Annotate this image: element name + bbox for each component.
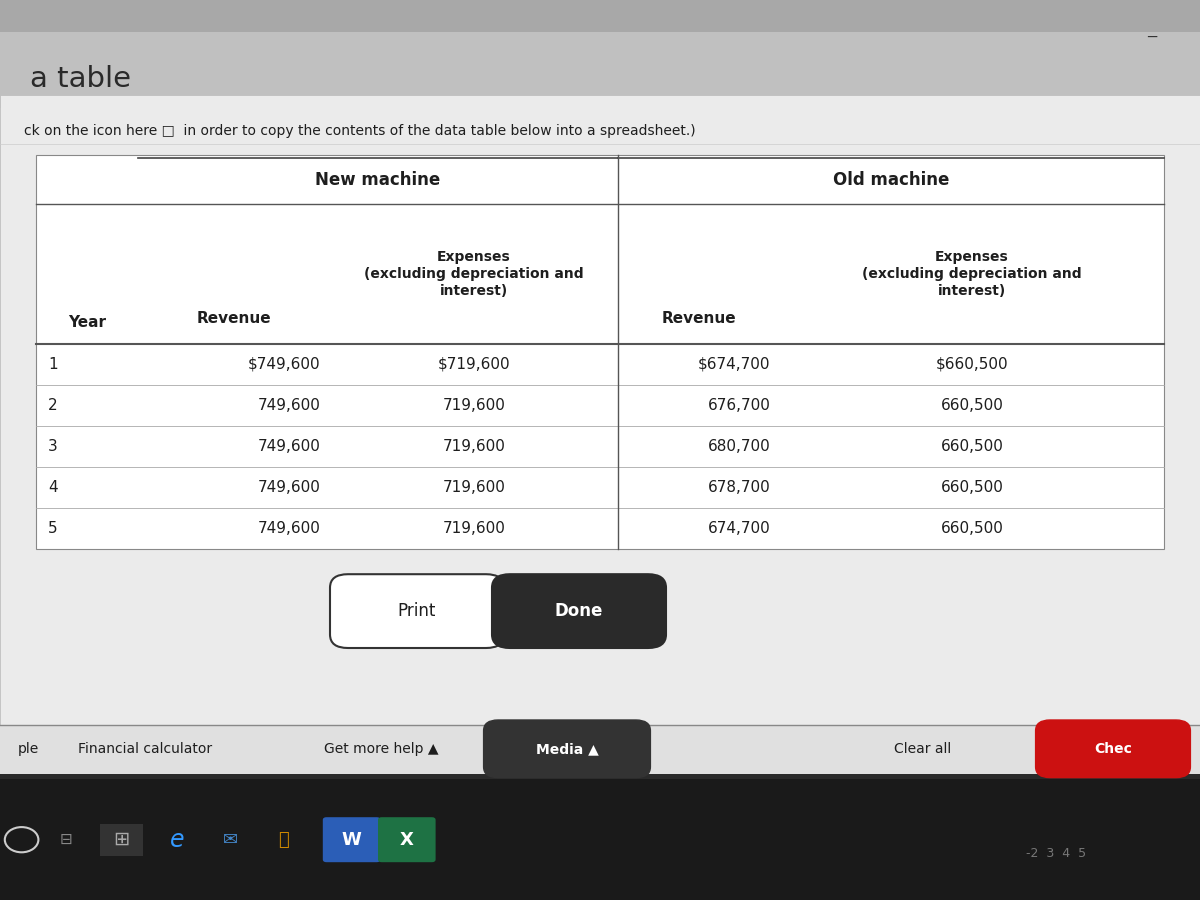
Text: 749,600: 749,600 <box>258 521 320 536</box>
Text: Expenses
(excluding depreciation and
interest): Expenses (excluding depreciation and int… <box>862 250 1082 299</box>
Text: 719,600: 719,600 <box>443 480 505 495</box>
Text: $719,600: $719,600 <box>438 356 510 372</box>
Text: 🗂: 🗂 <box>278 831 288 849</box>
Text: 749,600: 749,600 <box>258 398 320 413</box>
Text: Revenue: Revenue <box>661 310 737 326</box>
Text: Get more help ▲: Get more help ▲ <box>324 742 438 756</box>
Text: -2  3  4  5: -2 3 4 5 <box>1026 847 1086 860</box>
Text: ⊞: ⊞ <box>113 830 130 850</box>
Text: 680,700: 680,700 <box>708 439 770 454</box>
Text: Revenue: Revenue <box>197 310 271 326</box>
Text: 749,600: 749,600 <box>258 480 320 495</box>
Text: Done: Done <box>554 602 604 620</box>
Text: Media ▲: Media ▲ <box>535 742 599 756</box>
Text: New machine: New machine <box>316 171 440 188</box>
Text: 660,500: 660,500 <box>941 439 1003 454</box>
Text: 4: 4 <box>48 480 58 495</box>
Text: Clear all: Clear all <box>894 742 952 756</box>
Text: ple: ple <box>18 742 40 756</box>
Text: ⊟: ⊟ <box>60 832 72 847</box>
Text: 660,500: 660,500 <box>941 521 1003 536</box>
Text: e: e <box>170 828 185 851</box>
Text: 1: 1 <box>48 356 58 372</box>
Text: 5: 5 <box>48 521 58 536</box>
Text: Print: Print <box>398 602 436 620</box>
Text: 3: 3 <box>48 439 58 454</box>
Text: 678,700: 678,700 <box>708 480 770 495</box>
Text: Expenses
(excluding depreciation and
interest): Expenses (excluding depreciation and int… <box>364 250 584 299</box>
Text: 719,600: 719,600 <box>443 521 505 536</box>
Text: 660,500: 660,500 <box>941 398 1003 413</box>
Text: 719,600: 719,600 <box>443 439 505 454</box>
Text: Chec: Chec <box>1094 742 1132 756</box>
Text: a table: a table <box>30 65 131 94</box>
Text: Financial calculator: Financial calculator <box>78 742 212 756</box>
Text: 749,600: 749,600 <box>258 439 320 454</box>
Text: 674,700: 674,700 <box>708 521 770 536</box>
Text: X: X <box>400 831 414 849</box>
Text: 676,700: 676,700 <box>708 398 770 413</box>
Text: 719,600: 719,600 <box>443 398 505 413</box>
Text: $749,600: $749,600 <box>247 356 320 372</box>
Text: Old machine: Old machine <box>833 171 949 188</box>
Text: 660,500: 660,500 <box>941 480 1003 495</box>
Text: $660,500: $660,500 <box>936 356 1008 372</box>
Text: ─: ─ <box>1147 31 1157 45</box>
Text: 2: 2 <box>48 398 58 413</box>
Text: $674,700: $674,700 <box>698 356 770 372</box>
Text: W: W <box>342 831 361 849</box>
Text: ✉: ✉ <box>223 831 238 849</box>
Text: ck on the icon here □  in order to copy the contents of the data table below int: ck on the icon here □ in order to copy t… <box>24 123 696 138</box>
Text: Year: Year <box>68 315 106 330</box>
